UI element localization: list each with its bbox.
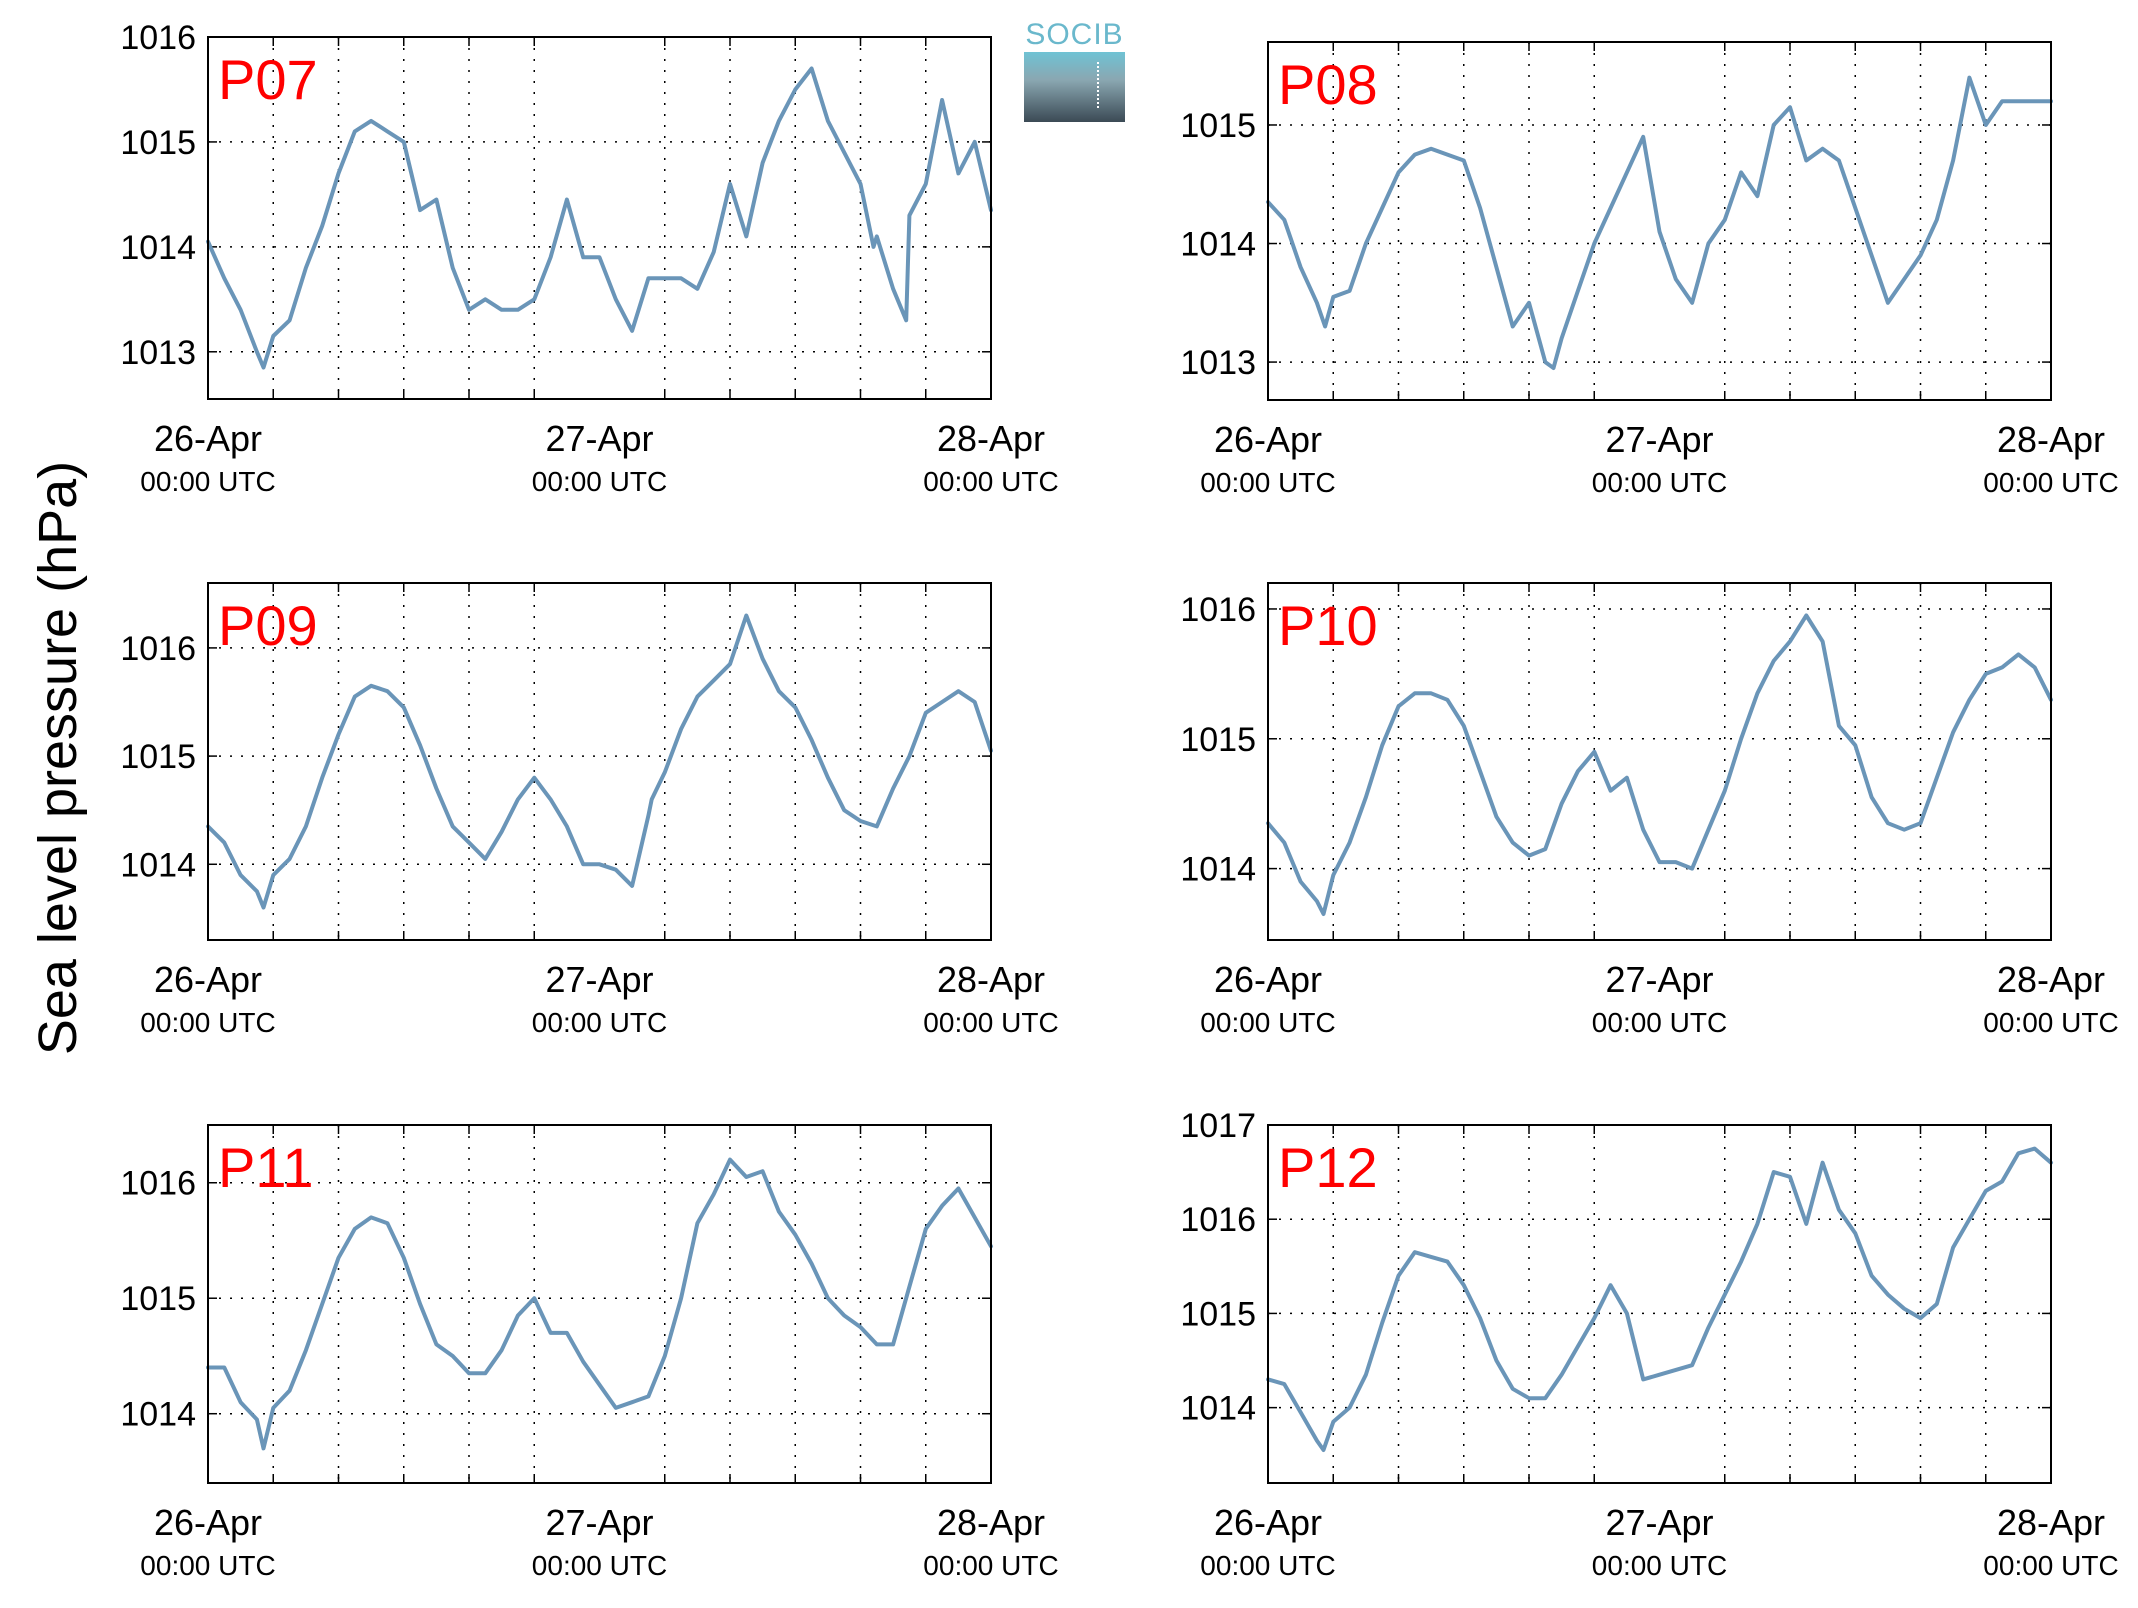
x-tick-label: 26-Apr (154, 959, 262, 1000)
axes-frame (1267, 582, 2052, 941)
panel-title: P10 (1278, 594, 1378, 657)
chart-panel-p12: 1014 1015 1016 1017 26-Apr 00:00 UTC 27-Apr 00:… (1180, 1107, 2118, 1581)
series-line (206, 1157, 993, 1451)
chart-panel-p11: 1014 1015 1016 26-Apr 00:00 UTC 27-Apr 00:00 U… (120, 1124, 1059, 1581)
x-tick-label: 27-Apr (1605, 1502, 1713, 1543)
x-tick-label-time: 00:00 UTC (1592, 1550, 1727, 1581)
y-tick-label: 1014 (1180, 851, 1256, 889)
axes-frame (1267, 41, 2052, 401)
x-tick-label: 26-Apr (1214, 959, 1322, 1000)
x-tick-label-time: 00:00 UTC (923, 1007, 1058, 1038)
panel-title: P07 (218, 48, 318, 111)
x-tick-label: 28-Apr (937, 1502, 1045, 1543)
series-line (206, 66, 993, 370)
y-tick-label: 1016 (1180, 1201, 1256, 1239)
chart-panel-p07: 1013 1014 1015 1016 26-Apr 00:00 UTC 27-Apr 00:… (120, 19, 1058, 497)
logo-text: SOCIB (1025, 18, 1124, 51)
y-tick-label: 1014 (120, 229, 196, 267)
y-tick-label: 1014 (1180, 226, 1256, 264)
y-tick-label: 1013 (1180, 344, 1256, 382)
axes-frame (207, 36, 992, 400)
x-tick-label: 27-Apr (1605, 959, 1713, 1000)
logo-graphic (1024, 52, 1125, 122)
axes-frame (207, 1124, 992, 1484)
x-tick-label: 28-Apr (937, 418, 1045, 459)
x-tick-label-time: 00:00 UTC (1200, 467, 1335, 498)
x-tick-label: 26-Apr (154, 1502, 262, 1543)
x-tick-label: 26-Apr (154, 418, 262, 459)
x-tick-label: 28-Apr (1997, 419, 2105, 460)
x-tick-label: 28-Apr (1997, 959, 2105, 1000)
logo-drip-line (1097, 62, 1101, 108)
x-tick-label-time: 00:00 UTC (923, 466, 1058, 497)
y-tick-label: 1015 (1180, 1295, 1256, 1333)
x-tick-label-time: 00:00 UTC (140, 1550, 275, 1581)
x-tick-label-time: 00:00 UTC (1592, 467, 1727, 498)
y-tick-label: 1015 (1180, 721, 1256, 759)
x-tick-label-time: 00:00 UTC (532, 1007, 667, 1038)
y-tick-label: 1016 (120, 19, 196, 57)
chart-panel-p10: 1014 1015 1016 26-Apr 00:00 UTC 27-Apr 00:00 U… (1180, 582, 2119, 1038)
x-tick-label-time: 00:00 UTC (1592, 1007, 1727, 1038)
x-tick-label-time: 00:00 UTC (1200, 1550, 1335, 1581)
y-tick-label: 1016 (1180, 591, 1256, 629)
y-tick-label: 1014 (120, 1396, 196, 1434)
y-tick-label: 1015 (120, 738, 196, 776)
y-tick-label: 1013 (120, 334, 196, 372)
x-tick-label-time: 00:00 UTC (1983, 1007, 2118, 1038)
x-tick-label: 27-Apr (545, 418, 653, 459)
y-tick-label: 1016 (120, 1165, 196, 1203)
y-tick-label: 1014 (120, 846, 196, 884)
x-tick-label: 27-Apr (545, 959, 653, 1000)
axes-frame (1267, 1124, 2052, 1484)
x-tick-label-time: 00:00 UTC (923, 1550, 1058, 1581)
y-tick-label: 1015 (1180, 107, 1256, 145)
panel-title: P09 (218, 594, 318, 657)
panel-title: P08 (1278, 53, 1378, 116)
y-tick-label: 1014 (1180, 1390, 1256, 1428)
panel-title: P12 (1278, 1136, 1378, 1199)
y-tick-label: 1015 (120, 1280, 196, 1318)
series-line (1266, 1146, 2053, 1452)
y-tick-label: 1017 (1180, 1107, 1256, 1145)
x-tick-label: 28-Apr (1997, 1502, 2105, 1543)
x-tick-label-time: 00:00 UTC (1200, 1007, 1335, 1038)
y-tick-label: 1016 (120, 630, 196, 668)
x-tick-label-time: 00:00 UTC (140, 466, 275, 497)
y-tick-label: 1015 (120, 124, 196, 162)
x-tick-label: 27-Apr (545, 1502, 653, 1543)
x-tick-label-time: 00:00 UTC (1983, 1550, 2118, 1581)
x-tick-label: 26-Apr (1214, 419, 1322, 460)
axes-frame (207, 582, 992, 941)
series-line (1266, 613, 2053, 916)
series-line (206, 613, 993, 910)
x-tick-label-time: 00:00 UTC (1983, 467, 2118, 498)
panel-title: P11 (218, 1136, 313, 1199)
x-tick-label: 26-Apr (1214, 1502, 1322, 1543)
x-tick-label-time: 00:00 UTC (532, 1550, 667, 1581)
chart-panel-p08: 1013 1014 1015 26-Apr 00:00 UTC 27-Apr 00:00 U… (1180, 41, 2119, 498)
x-tick-label-time: 00:00 UTC (532, 466, 667, 497)
socib-logo: SOCIB (1024, 18, 1125, 122)
series-line (1266, 75, 2053, 370)
x-tick-label-time: 00:00 UTC (140, 1007, 275, 1038)
chart-panel-p09: 1014 1015 1016 26-Apr 00:00 UTC 27-Apr 00:00 U… (120, 582, 1059, 1038)
x-tick-label: 27-Apr (1605, 419, 1713, 460)
x-tick-label: 28-Apr (937, 959, 1045, 1000)
